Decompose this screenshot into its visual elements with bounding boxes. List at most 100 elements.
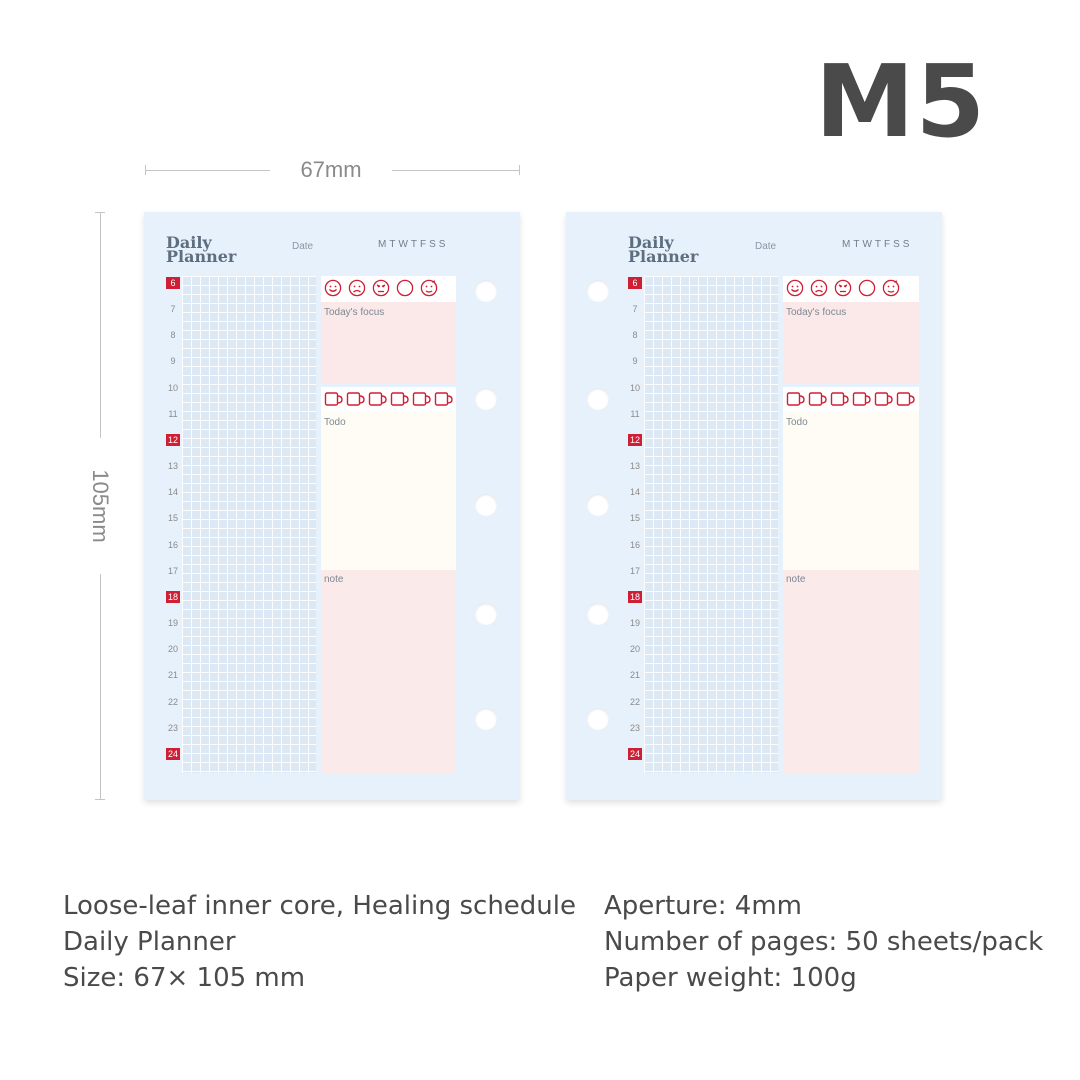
hour-label: 23 xyxy=(629,722,640,733)
todo-panel: Todo xyxy=(321,387,456,570)
hour-label: 20 xyxy=(629,644,640,655)
water-cup-icon xyxy=(390,392,409,406)
water-cup-icon xyxy=(852,392,871,406)
description-left: Loose-leaf inner core, Healing schedule … xyxy=(63,888,576,996)
hour-label: 20 xyxy=(167,644,178,655)
water-cup-icon xyxy=(786,392,805,406)
hour-label: 16 xyxy=(629,539,640,550)
height-dimension-label: 105mm xyxy=(88,469,113,543)
hour-column: 6 7 8 9 10 11 12 13 14 15 16 17 18 19 20 21 22 23 24 xyxy=(166,276,180,773)
cup-row xyxy=(783,387,919,411)
mood-icons xyxy=(324,279,438,297)
description-line: Loose-leaf inner core, Healing schedule xyxy=(63,891,577,921)
spec-paper-weight: Paper weight: 100g xyxy=(604,963,857,993)
todo-label: Todo xyxy=(324,417,346,428)
water-cup-icon xyxy=(434,392,453,406)
mood-row xyxy=(321,276,456,302)
focus-label: Today's focus xyxy=(324,307,385,318)
binder-hole xyxy=(587,708,609,730)
hour-label: 22 xyxy=(167,696,178,707)
water-cup-icons xyxy=(324,391,454,407)
binder-hole xyxy=(475,280,497,302)
hour-label: 16 xyxy=(167,539,178,550)
schedule-grid xyxy=(644,276,778,773)
binder-hole xyxy=(587,603,609,625)
note-label: note xyxy=(786,574,806,585)
focus-panel: Today's focus xyxy=(783,276,919,384)
brand-line-daily: Daily xyxy=(628,233,674,252)
binder-hole xyxy=(587,494,609,516)
hour-label: 15 xyxy=(629,513,640,524)
hour-label: 13 xyxy=(629,461,640,472)
neutral-face-icon xyxy=(858,279,876,297)
water-cup-icon xyxy=(874,392,893,406)
weekday-letters: MTWTFSS xyxy=(842,239,913,250)
water-cup-icon xyxy=(808,392,827,406)
dizzy-face-icon xyxy=(420,279,438,297)
hour-label: 19 xyxy=(629,618,640,629)
water-cup-icon xyxy=(324,392,343,406)
hour-label: 11 xyxy=(630,408,640,419)
weekday-letters: MTWTFSS xyxy=(378,239,449,250)
description-right: Aperture: 4mm Number of pages: 50 sheets… xyxy=(604,888,1043,996)
hour-label: 13 xyxy=(167,461,178,472)
brand-line-planner: Planner xyxy=(166,247,237,266)
hour-label: 18 xyxy=(166,590,180,603)
hour-label: 24 xyxy=(628,747,642,760)
hour-label: 17 xyxy=(167,565,178,576)
water-cup-icon xyxy=(346,392,365,406)
note-panel: note xyxy=(783,570,919,773)
hour-column: 6 7 8 9 10 11 12 13 14 15 16 17 18 19 20 21 22 23 24 xyxy=(628,276,642,773)
note-panel: note xyxy=(321,570,456,773)
binder-hole xyxy=(587,388,609,410)
mood-icons xyxy=(786,279,900,297)
water-cup-icon xyxy=(896,392,915,406)
hour-label: 9 xyxy=(170,356,176,367)
hour-label: 22 xyxy=(629,696,640,707)
angry-face-icon xyxy=(834,279,852,297)
hour-label: 7 xyxy=(170,304,176,315)
hour-label: 18 xyxy=(628,590,642,603)
width-dimension-tick-right xyxy=(519,165,520,175)
note-label: note xyxy=(324,574,344,585)
hour-label: 23 xyxy=(167,722,178,733)
hour-label: 21 xyxy=(167,670,178,681)
hour-label: 15 xyxy=(167,513,178,524)
binder-hole xyxy=(475,388,497,410)
hour-label: 8 xyxy=(170,330,176,341)
spec-aperture: Aperture: 4mm xyxy=(604,891,802,921)
mood-row xyxy=(783,276,919,302)
description-line: Size: 67× 105 mm xyxy=(63,963,306,993)
binder-hole xyxy=(587,280,609,302)
hour-label: 24 xyxy=(166,747,180,760)
planner-sheet-right: Daily Planner Date MTWTFSS 6 7 8 9 10 11 12 13 1… xyxy=(566,212,942,800)
sad-face-icon xyxy=(810,279,828,297)
date-label: Date xyxy=(755,241,777,252)
hour-label: 11 xyxy=(168,408,178,419)
width-dimension-tick-left xyxy=(145,165,146,175)
hour-label: 9 xyxy=(632,356,638,367)
neutral-face-icon xyxy=(396,279,414,297)
focus-label: Today's focus xyxy=(786,307,847,318)
binder-hole xyxy=(475,603,497,625)
water-cup-icon xyxy=(412,392,431,406)
smile-face-icon xyxy=(324,279,342,297)
height-dimension-tick-bottom xyxy=(95,799,105,800)
hour-label: 12 xyxy=(628,433,642,446)
hour-label: 6 xyxy=(166,277,180,289)
height-dimension-tick-top xyxy=(95,212,105,213)
angry-face-icon xyxy=(372,279,390,297)
hour-label: 12 xyxy=(166,433,180,446)
description-line: Daily Planner xyxy=(63,927,236,957)
hour-label: 8 xyxy=(632,330,638,341)
hour-label: 14 xyxy=(167,487,178,498)
hour-label: 7 xyxy=(632,304,638,315)
page-title: M5 xyxy=(815,43,987,160)
planner-brand: Daily Planner xyxy=(628,233,698,265)
hour-label: 17 xyxy=(629,565,640,576)
water-cup-icon xyxy=(368,392,387,406)
planner-brand: Daily Planner xyxy=(166,235,237,266)
water-cup-icon xyxy=(830,392,849,406)
hour-label: 19 xyxy=(167,618,178,629)
sad-face-icon xyxy=(348,279,366,297)
